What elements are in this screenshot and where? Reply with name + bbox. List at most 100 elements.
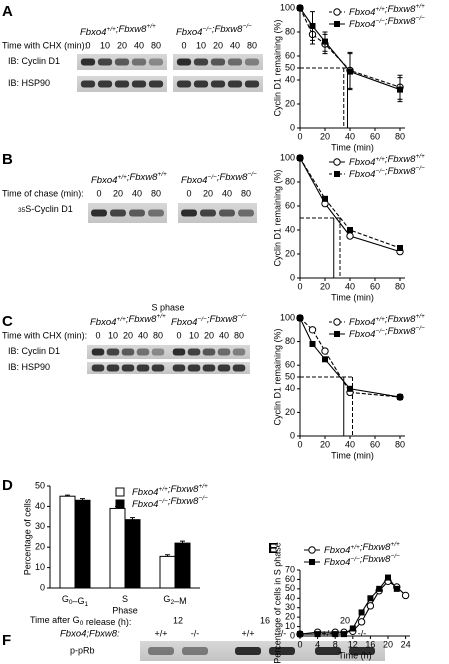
legend-label: Fbxo4+/+;Fbxw8+/+ (324, 541, 400, 556)
time-value: 80 (151, 188, 161, 198)
y-tick-label: 40 (285, 224, 295, 234)
marker (341, 631, 347, 638)
legend-label: Fbxo4−/−;Fbxw8−/− (349, 15, 425, 30)
band (121, 348, 135, 356)
band (129, 209, 145, 217)
band (202, 364, 216, 372)
time-value: 0 (95, 330, 100, 340)
band (172, 364, 186, 372)
error-bar (165, 554, 170, 557)
y-axis-label: Percentage of cells (22, 498, 32, 575)
marker (347, 227, 353, 233)
x-tick-label: 24 (401, 639, 411, 649)
y-tick-label: 50 (35, 480, 45, 490)
x-tick-label: 80 (395, 281, 405, 291)
panel-letter: C (2, 313, 13, 330)
band (349, 647, 375, 655)
marker (333, 158, 341, 166)
band (106, 364, 120, 372)
series-line (299, 157, 401, 253)
band (148, 209, 164, 217)
x-axis-label: Time (min) (331, 450, 374, 460)
band (193, 80, 209, 88)
marker (349, 625, 356, 632)
time-value: 10 (189, 330, 199, 340)
y-tick-label: 60 (285, 50, 295, 60)
marker (397, 394, 403, 401)
row-label: IB: HSP90 (8, 362, 50, 372)
band (151, 348, 165, 356)
genotype-label: Fbxo4−/−;Fbxw8−/− (181, 171, 257, 186)
blot (178, 203, 257, 223)
y-tick-label: 20 (285, 248, 295, 258)
marker (314, 631, 321, 638)
y-tick-label: 40 (285, 383, 295, 393)
x-tick-label: 0 (297, 639, 302, 649)
error-bar (180, 540, 185, 544)
x-tick-label: G0–G1 (62, 594, 89, 607)
x-axis-label: Phase (112, 605, 138, 615)
time-value: 10 (100, 40, 110, 50)
genotype-value: +/+ (241, 628, 254, 638)
row-label: IB: Cyclin D1 (8, 346, 60, 356)
time-label: Time after G0 release (h): (30, 615, 131, 627)
band (172, 348, 186, 356)
time-value: 80 (247, 40, 257, 50)
time-value: 40 (132, 188, 142, 198)
band (91, 348, 105, 356)
time-value: 0 (186, 188, 191, 198)
series-line (300, 576, 398, 635)
x-tick-label: S (122, 594, 128, 604)
band (244, 58, 260, 66)
genotype-value: +/+ (154, 628, 167, 638)
x-tick-label: 40 (345, 281, 355, 291)
error-bar (80, 498, 85, 501)
bar (109, 507, 126, 589)
x-tick-label: 80 (395, 131, 405, 141)
band (151, 364, 165, 372)
bar (124, 519, 141, 589)
y-tick-label: 0 (290, 430, 295, 440)
band (193, 58, 209, 66)
x-axis-label: Time (h) (338, 650, 371, 660)
legend-label: Fbxo4−/−;Fbxw8−/− (132, 495, 208, 510)
y-axis-label: Cyclin D1 remaining (%) (272, 169, 282, 266)
marker (397, 86, 403, 93)
marker (357, 618, 366, 626)
time-value: 20 (204, 330, 214, 340)
time-value: 80 (241, 188, 251, 198)
marker (385, 574, 391, 581)
band (91, 364, 105, 372)
band (210, 80, 226, 88)
x-tick-label: 20 (320, 281, 330, 291)
x-tick-label: 40 (345, 131, 355, 141)
time-value: 0 (96, 188, 101, 198)
y-tick-label: 0 (290, 630, 295, 640)
blot-heading: S phase (151, 302, 184, 312)
y-axis-label: Cyclin D1 remaining (%) (272, 328, 282, 425)
genotype-value: -/- (358, 628, 367, 638)
x-tick-label: 20 (320, 439, 330, 449)
x-tick-label: 80 (395, 439, 405, 449)
panel-letter: E (268, 540, 278, 557)
time-value: 40 (222, 188, 232, 198)
y-tick-label: 100 (280, 152, 295, 162)
marker (334, 171, 340, 177)
legend-label: Fbxo4+/+;Fbxw8+/+ (349, 153, 425, 168)
marker (297, 155, 303, 161)
marker (376, 585, 383, 592)
marker (367, 595, 374, 602)
time-value: 40 (138, 330, 148, 340)
band (227, 80, 243, 88)
band (80, 80, 96, 88)
marker (322, 356, 328, 363)
time-value: 16 (260, 615, 270, 625)
marker (347, 385, 353, 392)
band (269, 647, 295, 655)
series-line (299, 157, 401, 249)
marker (297, 631, 303, 638)
band (148, 647, 174, 655)
band (227, 58, 243, 66)
time-value: 80 (234, 330, 244, 340)
